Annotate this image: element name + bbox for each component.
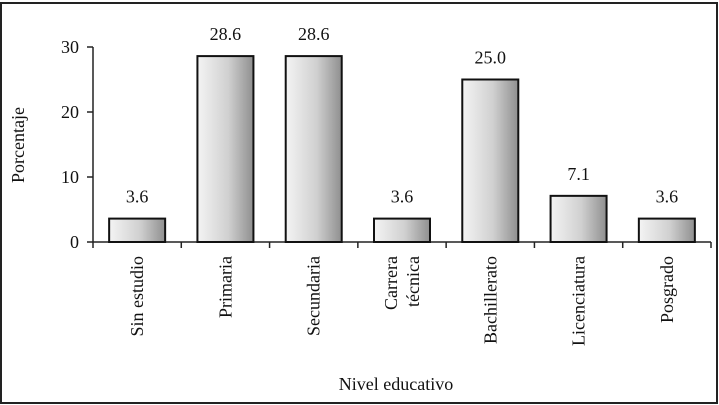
x-tick-label: Licenciatura	[569, 256, 589, 346]
bar	[196, 55, 255, 243]
x-tick-label: Posgrado	[657, 256, 677, 323]
y-tick-label: 20	[61, 102, 79, 122]
y-tick-label: 30	[61, 37, 79, 57]
x-tick-label: técnica	[403, 256, 423, 307]
bar	[637, 217, 696, 244]
x-tick-label: Carrera	[381, 256, 401, 310]
data-label: 25.0	[475, 48, 507, 68]
bar	[461, 78, 520, 243]
y-tick-label: 10	[61, 167, 79, 187]
data-label: 3.6	[126, 187, 149, 207]
data-label: 3.6	[656, 187, 679, 207]
data-label: 7.1	[567, 164, 590, 184]
y-axis-label: Porcentaje	[8, 107, 28, 183]
bar	[284, 55, 343, 243]
bar	[108, 217, 167, 244]
data-label: 3.6	[391, 187, 414, 207]
x-tick-label: Secundaria	[304, 256, 324, 336]
bar	[549, 194, 608, 244]
x-tick-label: Primaria	[215, 256, 235, 318]
x-axis-label: Nivel educativo	[339, 374, 453, 394]
bar	[373, 217, 431, 244]
data-label: 28.6	[298, 24, 330, 44]
x-tick-label: Sin estudio	[127, 256, 147, 337]
y-tick-label: 0	[70, 232, 79, 252]
x-tick-label: Bachillerato	[480, 256, 500, 344]
data-label: 28.6	[210, 24, 242, 44]
